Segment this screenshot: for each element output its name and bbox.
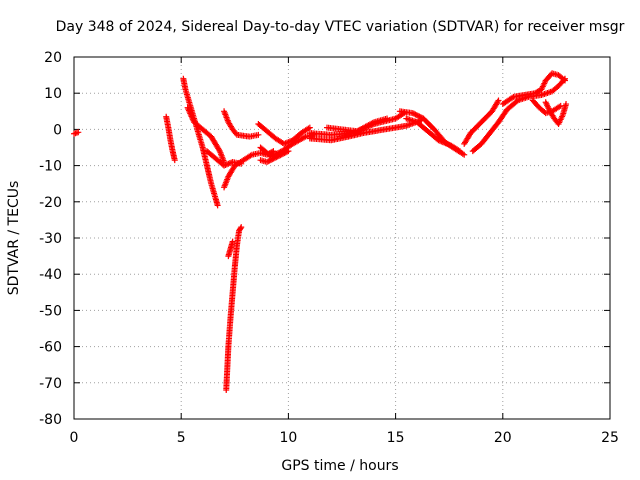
y-tick-label: -20: [39, 195, 62, 211]
chart-title: Day 348 of 2024, Sidereal Day-to-day VTE…: [56, 19, 625, 35]
data-point: [237, 225, 244, 232]
data-point: [214, 202, 221, 209]
data-point: [238, 160, 245, 167]
series-arc-t: [499, 70, 568, 108]
y-tick-label: -50: [39, 303, 62, 319]
series-arc-e: [221, 108, 262, 140]
data-point: [269, 156, 276, 163]
data-point: [561, 77, 568, 84]
series-arc-g: [225, 238, 236, 260]
series-arc-a: [71, 129, 82, 137]
y-tick-label: -30: [39, 231, 62, 247]
y-axis-label: SDTVAR / TECUs: [6, 181, 22, 296]
axis-ticks: 0 5 10 15 20 25 -80 -70 -60 -50 -40 -30 -20 -10 0 10 20: [39, 50, 619, 446]
data-point: [263, 158, 270, 165]
series-arc-r: [461, 97, 502, 147]
series-arc-f: [223, 224, 245, 394]
data-point: [272, 154, 278, 161]
data-point: [461, 151, 468, 158]
data-point: [413, 112, 420, 119]
data-point: [265, 158, 272, 165]
data-point: [171, 157, 178, 164]
data-point: [494, 98, 501, 105]
data-point: [281, 150, 288, 157]
series-arc-q: [403, 115, 463, 155]
y-tick-label: -80: [39, 412, 62, 428]
series-arc-d: [184, 104, 228, 165]
data-point: [274, 153, 281, 160]
data-point: [238, 224, 245, 231]
data-point: [276, 152, 283, 159]
data-point: [285, 148, 292, 155]
x-tick-label: 15: [387, 430, 405, 446]
y-tick-label: 0: [53, 122, 62, 138]
series-arc-l: [257, 148, 292, 165]
x-tick-label: 0: [70, 430, 79, 446]
series-arc-v: [529, 97, 564, 117]
y-tick-label: -10: [39, 159, 62, 175]
series-arc-i: [203, 148, 245, 169]
series-arc-b: [163, 113, 178, 164]
y-tick-label: 20: [44, 50, 62, 66]
data-points: [71, 70, 570, 394]
data-point: [267, 156, 274, 163]
data-point: [270, 155, 277, 162]
data-point: [409, 110, 416, 117]
data-point: [495, 97, 502, 104]
series-arc-k: [257, 131, 318, 160]
x-tick-label: 5: [177, 430, 186, 446]
data-point: [273, 154, 280, 161]
data-point: [456, 148, 463, 155]
data-point: [557, 102, 564, 109]
grid-lines: [74, 57, 610, 419]
series-arc-j: [255, 120, 313, 147]
data-point: [282, 149, 289, 156]
data-point: [284, 148, 291, 155]
data-point: [278, 151, 285, 158]
data-point: [384, 115, 391, 122]
x-tick-label: 25: [601, 430, 619, 446]
series-arc-o: [323, 115, 391, 135]
x-tick-label: 20: [494, 430, 512, 446]
data-point: [417, 114, 424, 121]
x-tick-label: 10: [279, 430, 297, 446]
data-point: [415, 112, 422, 119]
data-point: [306, 124, 313, 131]
data-point: [563, 101, 570, 108]
x-axis-label: GPS time / hours: [281, 458, 398, 474]
y-tick-label: 10: [44, 86, 62, 102]
data-point: [509, 94, 516, 101]
data-point: [416, 113, 423, 120]
y-tick-label: -60: [39, 340, 62, 356]
data-point: [229, 238, 236, 245]
data-point: [255, 131, 262, 138]
data-point: [560, 76, 567, 83]
data-point: [216, 146, 223, 153]
data-point: [75, 129, 82, 136]
y-tick-label: -70: [39, 376, 62, 392]
data-point: [277, 152, 284, 159]
data-point: [280, 150, 287, 157]
data-point: [266, 157, 273, 164]
data-point: [412, 111, 419, 118]
series-arc-s: [469, 75, 568, 155]
data-point: [411, 110, 418, 117]
y-tick-label: -40: [39, 267, 62, 283]
